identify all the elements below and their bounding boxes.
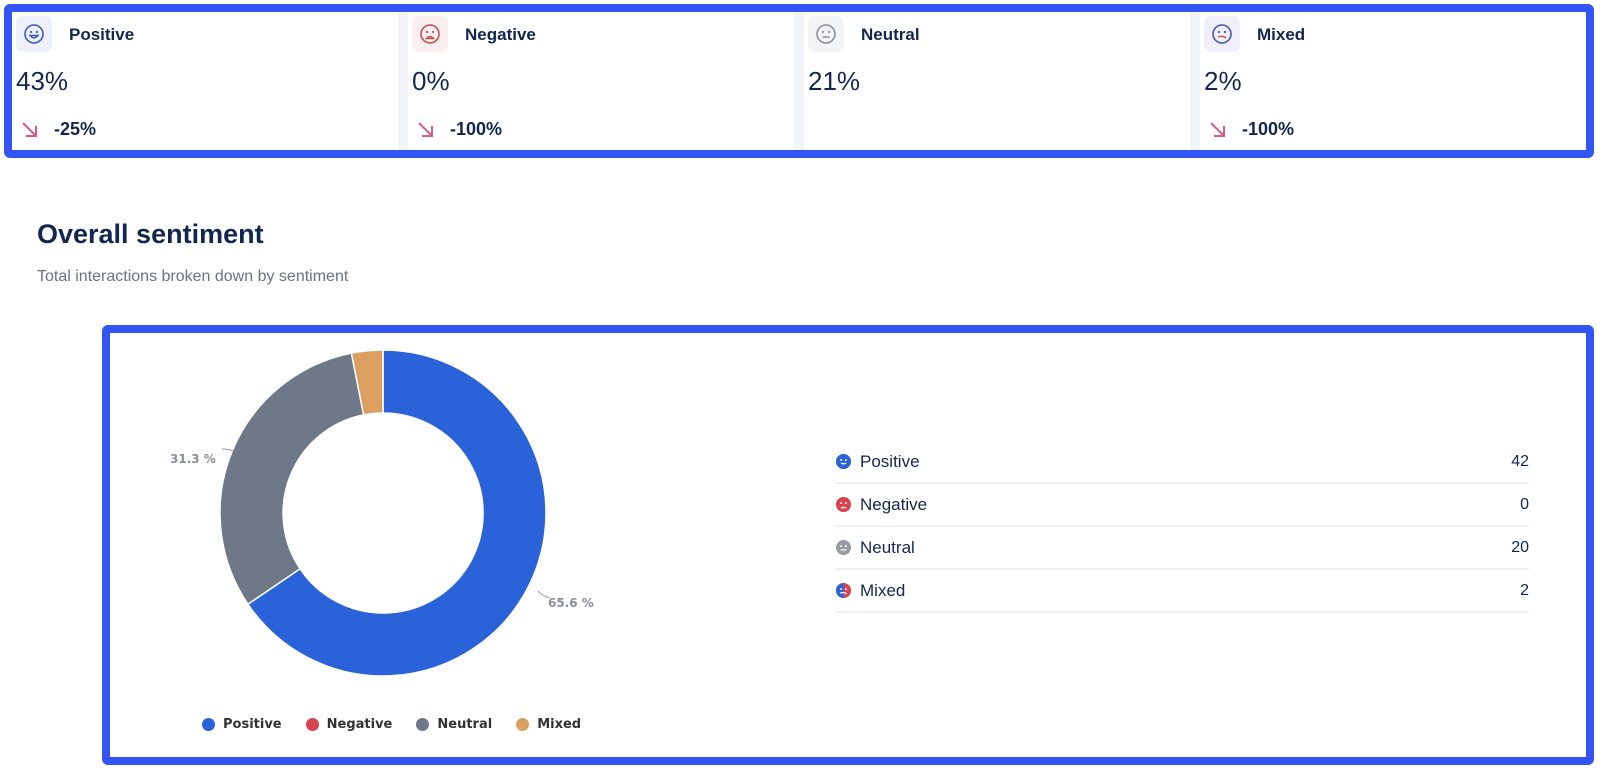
- legend-dot-icon: [416, 718, 430, 731]
- legend-dot-icon: [516, 718, 530, 731]
- breakdown-row-mixed: Mixed 2: [835, 570, 1529, 613]
- neutral-face-icon: [808, 16, 844, 52]
- trend-down-arrow-icon: [418, 121, 433, 137]
- label-connector: [537, 590, 551, 599]
- kpi-label: Negative: [465, 25, 536, 44]
- breakdown-value: 42: [1511, 452, 1529, 470]
- kpi-label: Positive: [69, 25, 135, 44]
- legend-label: Neutral: [437, 717, 493, 732]
- chart-legend: Positive Negative Neutral Mixed: [202, 717, 581, 732]
- kpi-strip: Positive 43% -25% Negative 0% -100% Neut…: [4, 4, 1594, 158]
- kpi-change: -25%: [20, 119, 96, 140]
- kpi-value: 43%: [16, 66, 69, 96]
- kpi-card-mixed: Mixed 2% -100%: [1200, 12, 1586, 150]
- kpi-card-positive: Positive 43% -25%: [12, 12, 408, 150]
- sentiment-chart-panel: 65.6 % 31.3 % Positive Negative Neutral …: [102, 325, 1594, 765]
- donut-slice-mixed[interactable]: [350, 349, 384, 416]
- legend-label: Positive: [223, 717, 282, 732]
- legend-label: Negative: [326, 717, 393, 732]
- legend-item-negative[interactable]: Negative: [305, 717, 393, 732]
- frown-icon: [412, 16, 448, 52]
- trend-down-arrow-icon: [1210, 121, 1225, 137]
- donut-chart: 65.6 % 31.3 %: [170, 349, 594, 677]
- breakdown-label: Neutral: [860, 537, 915, 557]
- breakdown-row-negative: Negative 0: [835, 484, 1529, 527]
- kpi-change-text: -25%: [54, 119, 97, 139]
- kpi-change: -100%: [1208, 119, 1294, 140]
- kpi-card-neutral: Neutral 21%: [804, 12, 1200, 150]
- mixed-face-filled-icon: [835, 582, 852, 599]
- mixed-face-icon: [1204, 16, 1240, 52]
- breakdown-label: Mixed: [860, 580, 906, 600]
- smile-icon: [16, 16, 52, 52]
- kpi-label: Mixed: [1257, 25, 1306, 44]
- neutral-face-filled-icon: [835, 539, 852, 556]
- kpi-value: 2%: [1204, 66, 1242, 96]
- kpi-change-text: -100%: [450, 119, 503, 139]
- slice-label-positive: 65.6 %: [548, 596, 594, 610]
- label-connector: [221, 448, 235, 452]
- kpi-label: Neutral: [861, 25, 920, 44]
- legend-item-mixed[interactable]: Mixed: [516, 717, 581, 732]
- section-subtitle: Total interactions broken down by sentim…: [37, 268, 349, 285]
- kpi-change: -100%: [416, 119, 502, 140]
- legend-item-neutral[interactable]: Neutral: [416, 717, 492, 732]
- legend-dot-icon: [202, 718, 215, 731]
- legend-item-positive[interactable]: Positive: [202, 717, 282, 732]
- breakdown-value: 2: [1520, 581, 1529, 599]
- kpi-value: 21%: [808, 66, 861, 96]
- breakdown-row-neutral: Neutral 20: [835, 527, 1529, 570]
- donut-slice-neutral[interactable]: [219, 352, 365, 606]
- trend-down-arrow-icon: [22, 121, 37, 137]
- legend-label: Mixed: [537, 717, 582, 732]
- kpi-card-negative: Negative 0% -100%: [408, 12, 804, 150]
- section-title: Overall sentiment: [37, 219, 264, 249]
- kpi-value: 0%: [412, 66, 450, 96]
- smile-filled-icon: [835, 453, 852, 470]
- breakdown-label: Positive: [860, 451, 920, 471]
- frown-filled-icon: [835, 496, 852, 513]
- breakdown-row-positive: Positive 42: [835, 441, 1529, 484]
- sentiment-breakdown-list: Positive 42 Negative 0 Neutral 20 Mixed …: [835, 441, 1529, 613]
- legend-dot-icon: [305, 718, 319, 731]
- breakdown-value: 20: [1511, 538, 1529, 556]
- donut-slice-positive[interactable]: [246, 349, 547, 677]
- kpi-change-text: -100%: [1242, 119, 1295, 139]
- breakdown-value: 0: [1520, 495, 1529, 513]
- breakdown-label: Negative: [860, 494, 928, 514]
- slice-label-neutral: 31.3 %: [170, 452, 216, 466]
